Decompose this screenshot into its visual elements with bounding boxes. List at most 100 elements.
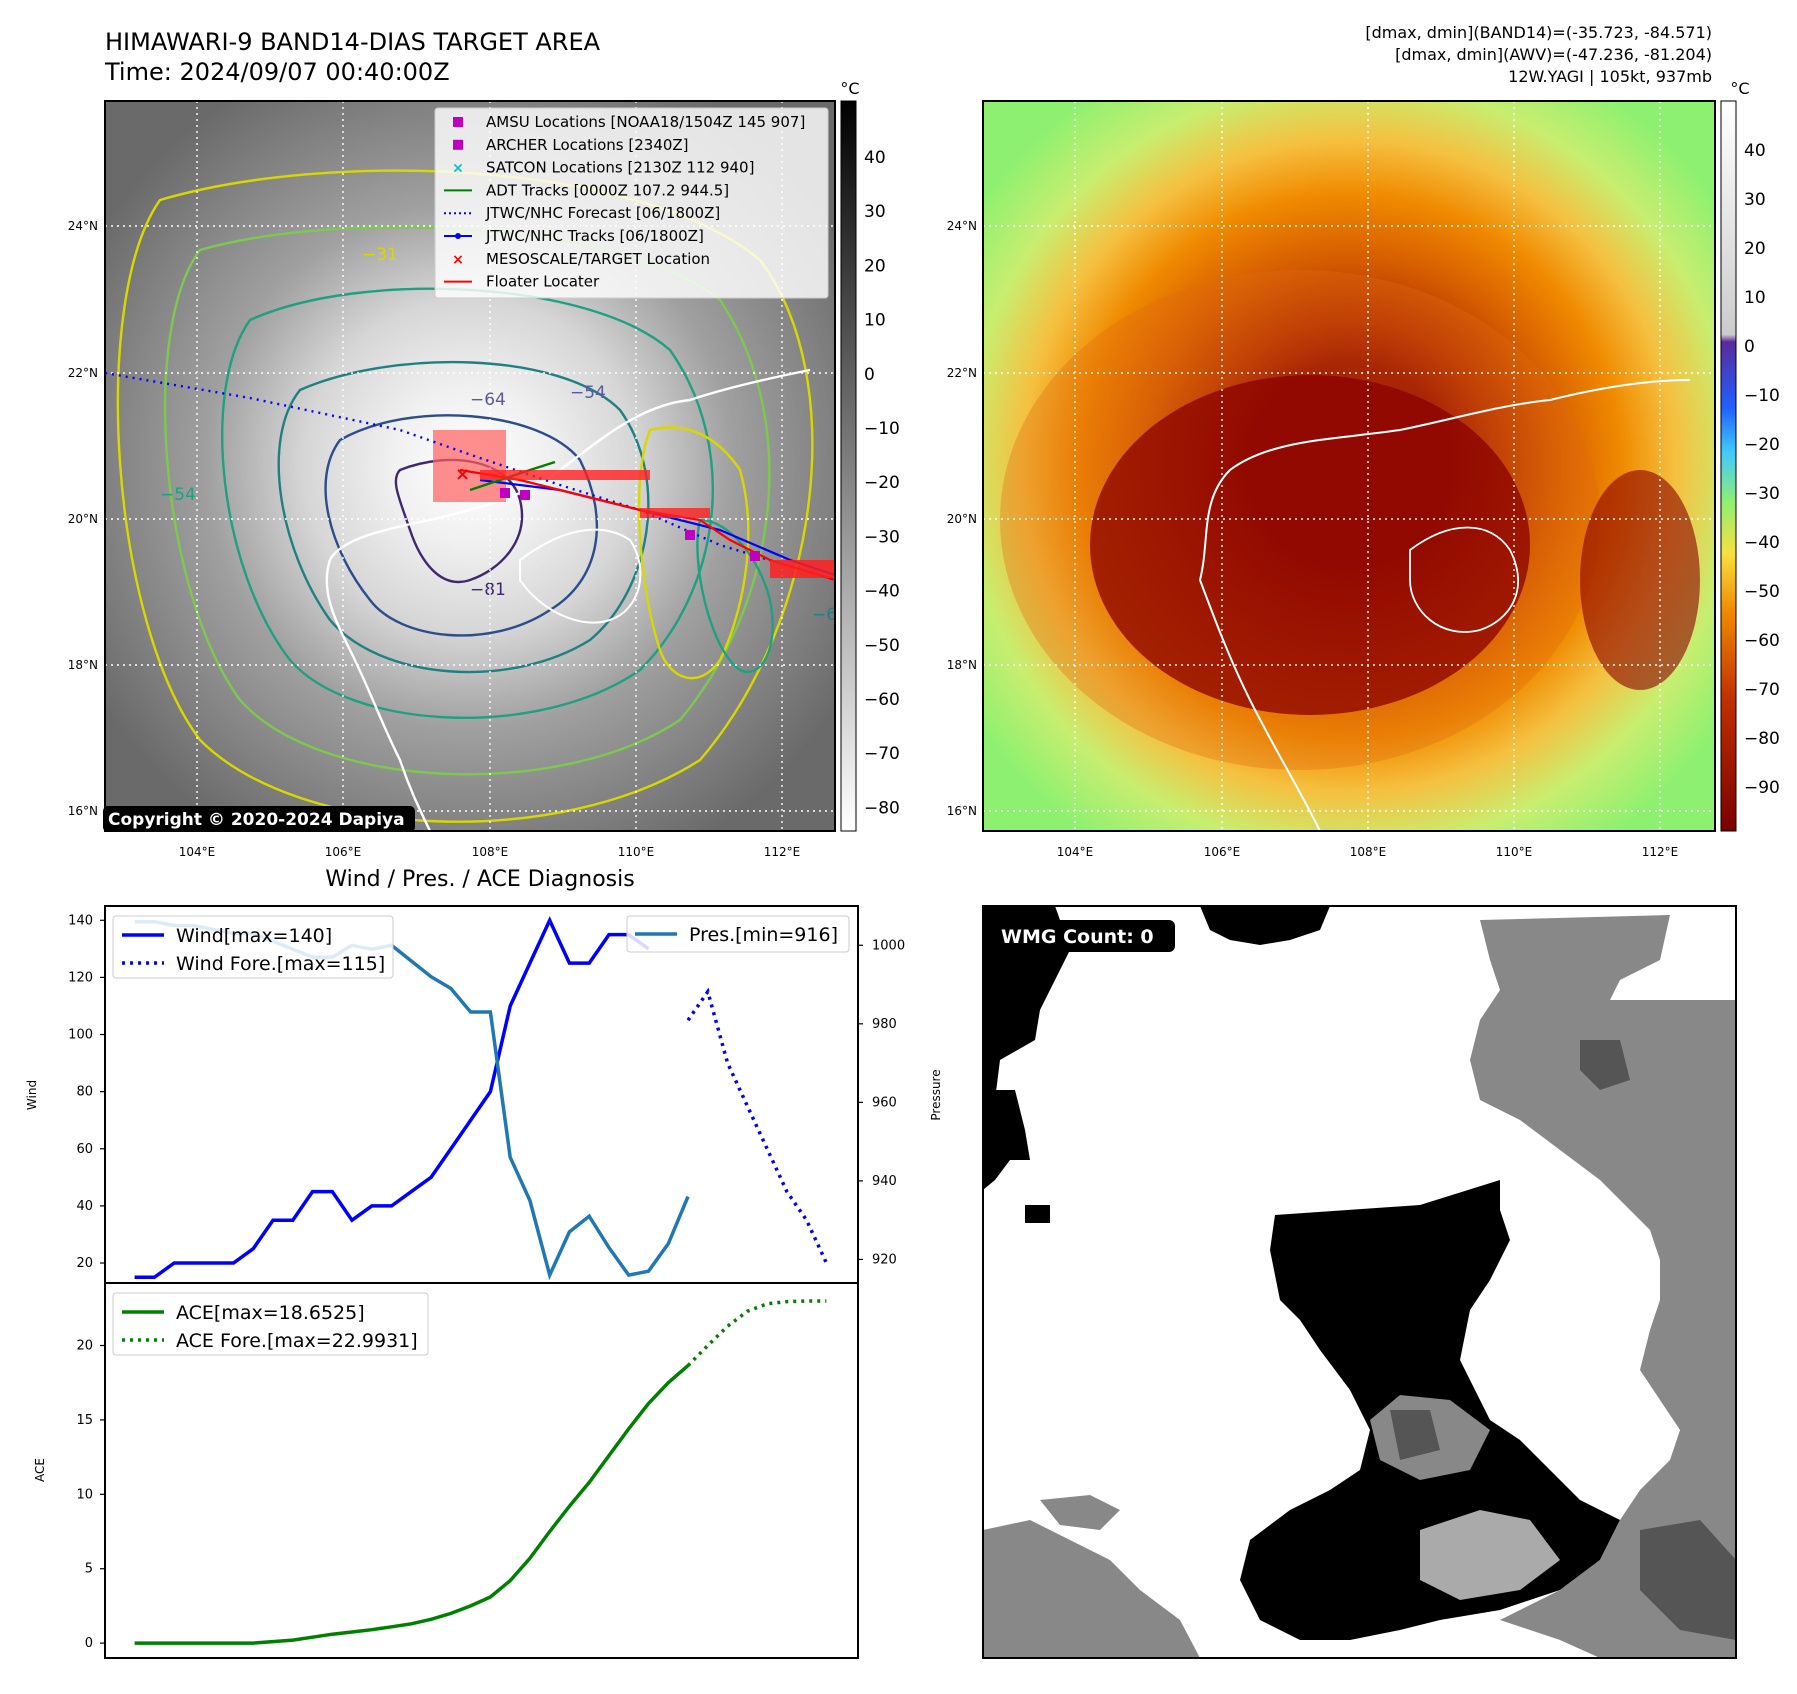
pressure-y-tick-label: 960	[872, 1095, 897, 1110]
figure-title: HIMAWARI-9 BAND14-DIAS TARGET AREA	[105, 28, 601, 56]
legend-label: SATCON Locations [2130Z 112 940]	[486, 159, 754, 177]
legend-marker: ×	[452, 252, 464, 268]
legend-marker	[453, 117, 463, 127]
colorbar-right-tick: −40	[1744, 533, 1780, 553]
target-box	[433, 430, 506, 502]
colorbar-left-tick: −80	[864, 798, 900, 818]
contour-label: −64	[812, 605, 848, 625]
ace-y-tick-label: 5	[85, 1562, 93, 1577]
pressure-y-tick-label: 940	[872, 1174, 897, 1189]
ir-map-frame	[104, 100, 836, 832]
legend-marker: ×	[452, 161, 464, 177]
awv-gridlines	[983, 101, 1715, 831]
wind-legend-label: Wind Fore.[max=115]	[176, 953, 385, 975]
wind-y-tick-label: 120	[68, 970, 93, 985]
contour-label: −54	[570, 383, 606, 403]
pressure-legend: Pres.[min=916]	[626, 915, 850, 953]
colorbar-right-unit: °C	[1730, 79, 1749, 98]
colorbar-right-tick: −80	[1744, 729, 1780, 749]
info-line-3: 12W.YAGI | 105kt, 937mb	[1508, 67, 1712, 86]
pressure-y-tick-label: 980	[872, 1017, 897, 1032]
mesoscale-x-marker: ×	[455, 464, 470, 485]
wmg-label-box	[993, 920, 1175, 952]
contour-label: −31	[362, 245, 398, 265]
colorbar-right-tick: 10	[1744, 288, 1766, 308]
info-line-2: [dmax, dmin](AWV)=(-47.236, -81.204)	[1395, 45, 1712, 64]
copyright-box	[103, 806, 415, 832]
colorbar-left-tick: −40	[864, 582, 900, 602]
colorbar-right: °C 40 30 20 10 0 −10 −20 −30 −40 −50 −60 −70 −80 −90	[1720, 79, 1780, 832]
pressure-legend-label: Pres.[min=916]	[689, 924, 838, 946]
wind-legend-label: Wind[max=140]	[176, 925, 332, 947]
map-y-tick-label: 20°N	[68, 512, 98, 526]
colorbar-left: °C 40 30 20 10 0 −10 −20 −30 −40 −50 −60 −70 −80	[840, 79, 900, 832]
wmg-frame	[982, 905, 1737, 1659]
map-x-tick-label: 104°E	[179, 845, 216, 859]
colorbar-left-tick: −60	[864, 690, 900, 710]
wind-y-tick-label: 40	[76, 1199, 93, 1214]
colorbar-left-tick: −30	[864, 527, 900, 547]
mesoscale-markers	[480, 470, 835, 578]
pressure-y-tick-label: 920	[872, 1252, 897, 1267]
colorbar-right-tick: −30	[1744, 484, 1780, 504]
amsu-markers	[500, 488, 760, 561]
legend-label: JTWC/NHC Tracks [06/1800Z]	[485, 227, 704, 245]
colorbar-right-tick: 40	[1744, 141, 1766, 161]
ace-axis-label: ACE	[33, 1458, 47, 1482]
map-x-tick-label: 106°E	[325, 845, 362, 859]
contour-label: −64	[470, 390, 506, 410]
colorbar-right-tick: 30	[1744, 190, 1766, 210]
colorbar-right-tick: 20	[1744, 239, 1766, 259]
wind-y-tick-label: 140	[68, 913, 93, 928]
ace-legend-label: ACE[max=18.6525]	[176, 1302, 365, 1324]
ace-legend-label: ACE Fore.[max=22.9931]	[176, 1330, 418, 1352]
ace-y-tick-label: 0	[85, 1636, 93, 1651]
wmg-label: WMG Count: 0	[1001, 926, 1154, 948]
colorbar-left-tick: −50	[864, 636, 900, 656]
map-x-tick-label: 110°E	[1496, 845, 1533, 859]
ace-y-tick-label: 10	[76, 1487, 93, 1502]
map-x-tick-label: 108°E	[472, 845, 509, 859]
legend-label: Floater Locater	[486, 273, 600, 291]
info-line-1: [dmax, dmin](BAND14)=(-35.723, -84.571)	[1365, 23, 1712, 42]
contour-label: −81	[470, 580, 506, 600]
colorbar-right-tick: −60	[1744, 631, 1780, 651]
ace-y-tick-label: 20	[76, 1339, 93, 1354]
wmg-panel	[983, 906, 1736, 1658]
pressure-y-tick-label: 1000	[872, 938, 905, 953]
colorbar-left-tick: 0	[864, 365, 875, 385]
wind-y-tick-label: 80	[76, 1085, 93, 1100]
map-legend: AMSU Locations [NOAA18/1504Z 145 907] ARC…	[434, 107, 829, 299]
colorbar-left-tick: −10	[864, 419, 900, 439]
map-x-tick-label: 106°E	[1204, 845, 1241, 859]
awv-map-frame	[982, 100, 1716, 832]
ace-chart-series-0	[134, 1364, 690, 1645]
ace-chart-series-1	[686, 1299, 827, 1367]
colorbar-right-tick: −10	[1744, 386, 1780, 406]
wind-y-tick-label: 20	[76, 1256, 93, 1271]
colorbar-left-tick: 20	[864, 256, 886, 276]
map-axis-ticks: 104°E 104°E 106°E 106°E 108°E 108°E 110°E 110°E…	[68, 219, 1679, 859]
map-y-tick-label: 24°N	[947, 219, 977, 233]
colorbar-right-tick: −90	[1744, 778, 1780, 798]
contour-label: −54	[160, 485, 196, 505]
map-y-tick-label: 24°N	[68, 219, 98, 233]
ace-legend: ACE[max=18.6525] ACE Fore.[max=22.9931]	[112, 1292, 429, 1356]
pressure-axis-label: Pressure	[929, 1069, 943, 1120]
colorbar-right-tick: −70	[1744, 680, 1780, 700]
map-y-tick-label: 22°N	[947, 366, 977, 380]
map-y-tick-label: 18°N	[68, 658, 98, 672]
map-y-tick-label: 18°N	[947, 658, 977, 672]
figure-time: Time: 2024/09/07 00:40:00Z	[104, 58, 450, 86]
colorbar-left-unit: °C	[840, 79, 859, 98]
map-x-tick-label: 110°E	[618, 845, 655, 859]
colorbar-right-tick: −50	[1744, 582, 1780, 602]
legend-label: MESOSCALE/TARGET Location	[486, 250, 710, 268]
wind-pressure-chart: 140 120 100 80 60 40 20 1000 980 960 940 920 Wind[ma…	[68, 905, 905, 1284]
colorbar-left-tick: 40	[864, 148, 886, 168]
colorbar-left-tick: 10	[864, 311, 886, 331]
legend-label: ADT Tracks [0000Z 107.2 944.5]	[486, 181, 729, 199]
colorbar-left-tick: −20	[864, 473, 900, 493]
legend-marker-dot	[455, 233, 461, 239]
